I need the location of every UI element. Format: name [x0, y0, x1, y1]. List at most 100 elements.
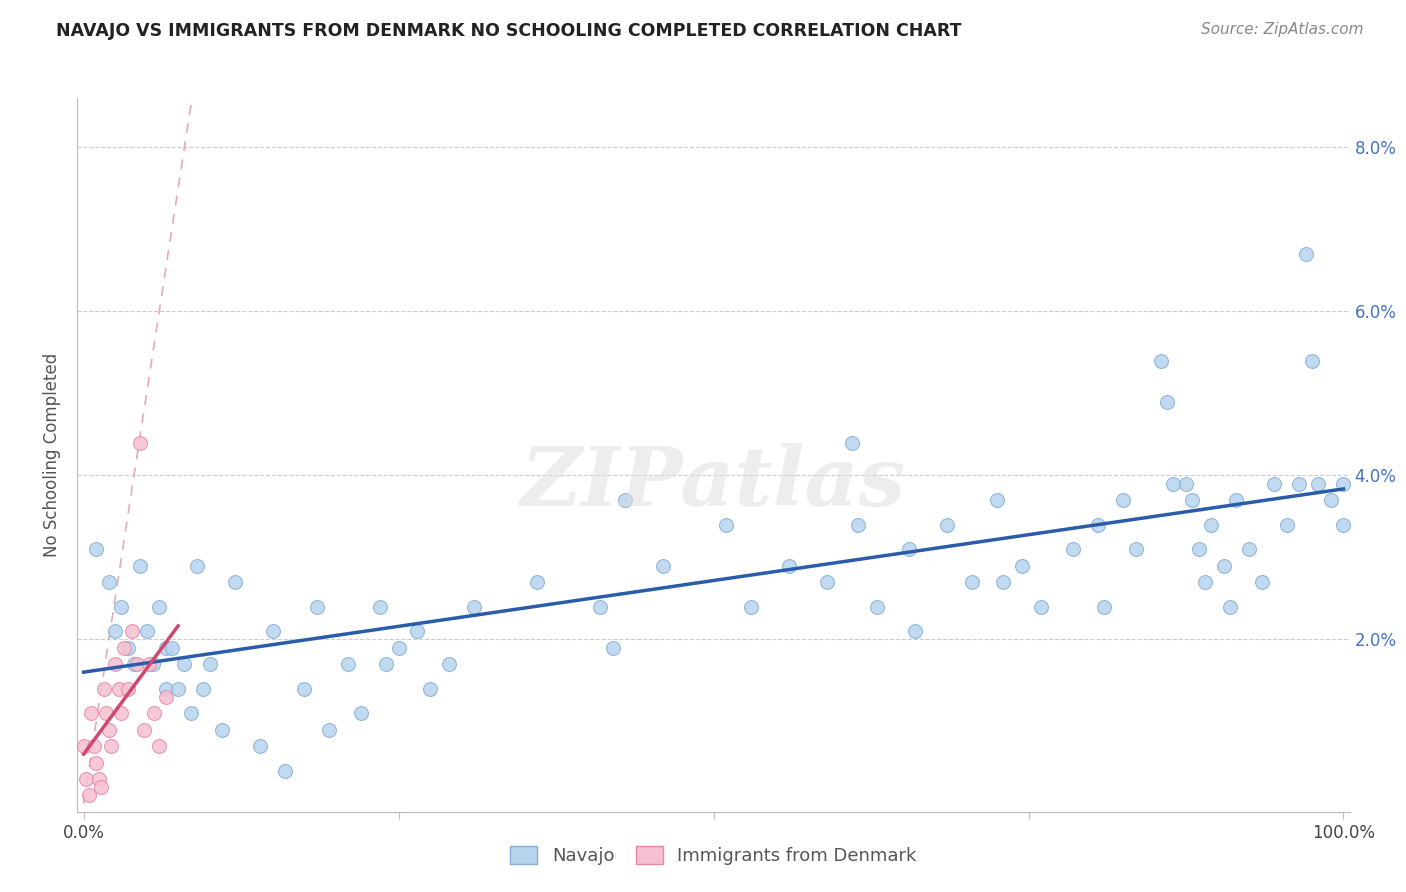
- Point: [1295, 247, 1317, 261]
- Point: [1029, 599, 1052, 614]
- Point: [1301, 353, 1323, 368]
- Point: [1092, 599, 1115, 614]
- Legend: Navajo, Immigrants from Denmark: Navajo, Immigrants from Denmark: [501, 837, 927, 874]
- Point: [148, 739, 170, 753]
- Point: [80, 706, 103, 721]
- Point: [614, 493, 637, 508]
- Point: [198, 657, 221, 671]
- Point: [1125, 542, 1147, 557]
- Point: [143, 706, 166, 721]
- Point: [1320, 493, 1343, 508]
- Point: [93, 681, 115, 696]
- Point: [83, 739, 105, 753]
- Point: [1219, 599, 1241, 614]
- Point: [866, 599, 889, 614]
- Point: [714, 517, 737, 532]
- Point: [77, 789, 100, 803]
- Point: [1181, 493, 1204, 508]
- Point: [897, 542, 920, 557]
- Y-axis label: No Schooling Completed: No Schooling Completed: [44, 353, 62, 557]
- Point: [138, 657, 160, 671]
- Point: [110, 599, 132, 614]
- Point: [589, 599, 612, 614]
- Point: [121, 624, 143, 639]
- Point: [129, 558, 152, 573]
- Point: [1237, 542, 1260, 557]
- Point: [129, 435, 152, 450]
- Point: [148, 599, 170, 614]
- Point: [122, 657, 145, 671]
- Point: [84, 756, 107, 770]
- Text: Source: ZipAtlas.com: Source: ZipAtlas.com: [1201, 22, 1364, 37]
- Point: [108, 681, 131, 696]
- Point: [84, 542, 107, 557]
- Point: [387, 640, 409, 655]
- Point: [526, 575, 548, 590]
- Point: [652, 558, 675, 573]
- Point: [72, 739, 94, 753]
- Point: [1288, 476, 1310, 491]
- Point: [935, 517, 957, 532]
- Point: [1194, 575, 1216, 590]
- Point: [1175, 476, 1198, 491]
- Point: [173, 657, 195, 671]
- Point: [1333, 476, 1355, 491]
- Point: [318, 723, 340, 737]
- Point: [110, 706, 132, 721]
- Point: [104, 624, 127, 639]
- Point: [419, 681, 441, 696]
- Point: [406, 624, 429, 639]
- Point: [1112, 493, 1135, 508]
- Point: [848, 517, 870, 532]
- Point: [155, 690, 177, 704]
- Point: [75, 772, 97, 786]
- Point: [602, 640, 624, 655]
- Point: [155, 640, 177, 655]
- Point: [96, 706, 118, 721]
- Point: [1150, 353, 1173, 368]
- Point: [100, 739, 122, 753]
- Point: [337, 657, 360, 671]
- Point: [463, 599, 485, 614]
- Point: [1333, 517, 1355, 532]
- Point: [211, 723, 233, 737]
- Point: [993, 575, 1015, 590]
- Point: [1156, 394, 1178, 409]
- Text: NAVAJO VS IMMIGRANTS FROM DENMARK NO SCHOOLING COMPLETED CORRELATION CHART: NAVAJO VS IMMIGRANTS FROM DENMARK NO SCH…: [56, 22, 962, 40]
- Point: [368, 599, 391, 614]
- Point: [350, 706, 373, 721]
- Point: [375, 657, 398, 671]
- Point: [1250, 575, 1272, 590]
- Point: [167, 681, 190, 696]
- Point: [87, 772, 110, 786]
- Point: [292, 681, 315, 696]
- Point: [224, 575, 246, 590]
- Point: [117, 681, 139, 696]
- Point: [193, 681, 215, 696]
- Point: [142, 657, 165, 671]
- Point: [186, 558, 208, 573]
- Point: [249, 739, 271, 753]
- Point: [740, 599, 762, 614]
- Point: [1087, 517, 1109, 532]
- Point: [778, 558, 800, 573]
- Point: [986, 493, 1008, 508]
- Point: [155, 681, 177, 696]
- Point: [1199, 517, 1222, 532]
- Point: [305, 599, 328, 614]
- Point: [1212, 558, 1234, 573]
- Point: [1308, 476, 1330, 491]
- Point: [97, 723, 120, 737]
- Text: ZIPatlas: ZIPatlas: [520, 443, 907, 524]
- Point: [112, 640, 135, 655]
- Point: [904, 624, 927, 639]
- Point: [97, 575, 120, 590]
- Point: [274, 764, 297, 778]
- Point: [437, 657, 460, 671]
- Point: [117, 640, 139, 655]
- Point: [1225, 493, 1247, 508]
- Point: [1011, 558, 1033, 573]
- Point: [960, 575, 983, 590]
- Point: [815, 575, 838, 590]
- Point: [90, 780, 112, 794]
